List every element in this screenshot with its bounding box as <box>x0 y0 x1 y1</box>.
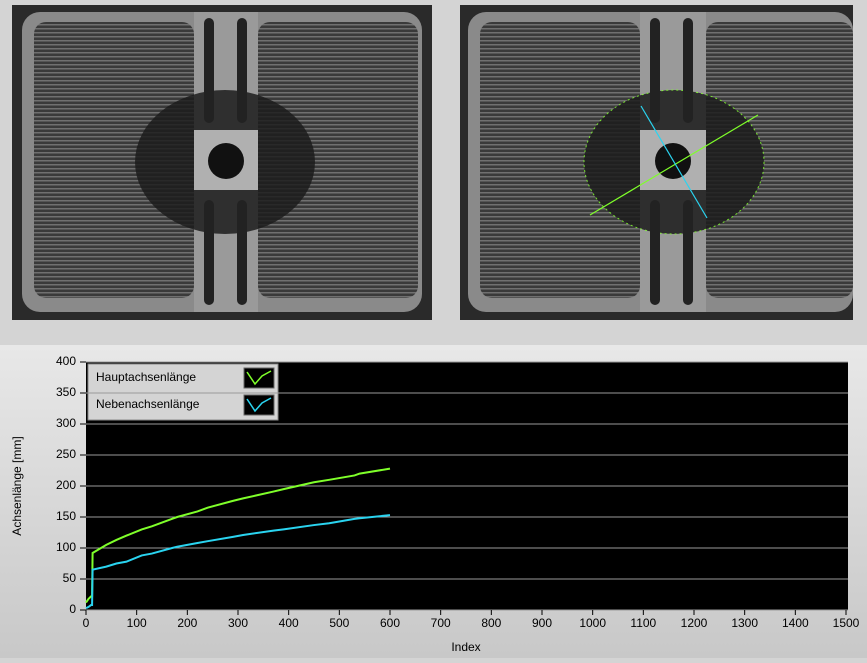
x-tick-label: 900 <box>532 616 552 630</box>
x-tick-label: 700 <box>431 616 451 630</box>
x-tick-label: 1200 <box>681 616 708 630</box>
x-tick-label: 400 <box>279 616 299 630</box>
screen: Achsenlänge [mm] Index 0 50 100 150 200 250 30… <box>0 0 867 658</box>
legend-label: Hauptachsenlänge <box>96 370 196 384</box>
y-tick-label: 350 <box>56 385 76 399</box>
x-tick-label: 1100 <box>630 616 656 630</box>
x-tick-label: 500 <box>329 616 349 630</box>
y-tick-label: 300 <box>56 416 76 430</box>
x-tick-label: 1400 <box>782 616 809 630</box>
y-tick-label: 50 <box>63 571 77 585</box>
x-tick-label: 800 <box>481 616 501 630</box>
x-tick-label: 200 <box>177 616 197 630</box>
y-tick-label: 150 <box>56 509 76 523</box>
x-tick-label: 0 <box>83 616 90 630</box>
legend-label: Nebenachsenlänge <box>96 397 200 411</box>
y-tick-label: 250 <box>56 447 76 461</box>
x-tick-label: 1000 <box>579 616 606 630</box>
camera-image-left <box>12 5 432 320</box>
x-axis-label: Index <box>451 640 480 654</box>
y-axis-label: Achsenlänge [mm] <box>10 436 24 535</box>
y-tick-label: 400 <box>56 354 76 368</box>
x-tick-label: 600 <box>380 616 400 630</box>
x-tick-label: 300 <box>228 616 248 630</box>
x-tick-label: 1500 <box>833 616 860 630</box>
y-tick-label: 200 <box>56 478 76 492</box>
camera-image-right <box>460 5 853 320</box>
y-tick-label: 100 <box>56 540 76 554</box>
x-tick-label: 1300 <box>731 616 758 630</box>
x-tick-label: 100 <box>127 616 147 630</box>
y-tick-label: 0 <box>69 602 76 616</box>
